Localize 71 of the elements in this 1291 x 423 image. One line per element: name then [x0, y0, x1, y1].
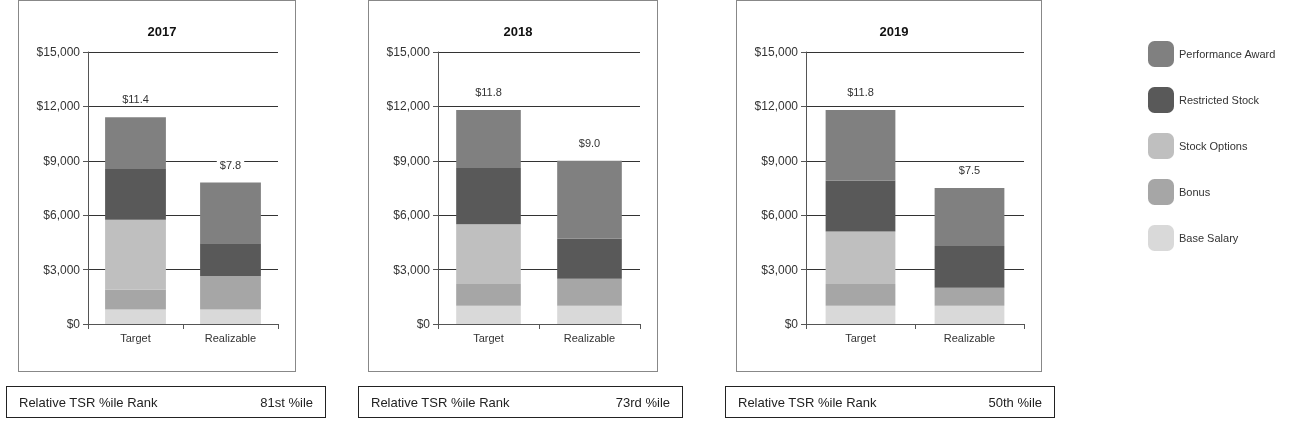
- bar: [456, 224, 521, 285]
- y-tick-label: $15,000: [386, 45, 431, 59]
- bar: [105, 309, 166, 324]
- annotation: $11.8: [475, 86, 502, 99]
- bar: [105, 168, 166, 220]
- annotation: $7.5: [958, 164, 981, 176]
- legend-label: Bonus: [1178, 186, 1211, 198]
- text: Relative TSR %ile Rank: [371, 394, 510, 410]
- y-tick-label: $15,000: [754, 45, 799, 59]
- chart-title: 2018: [503, 24, 533, 39]
- legend-label: Stock Options: [1178, 140, 1248, 152]
- chart-title: 2019: [879, 24, 909, 39]
- annotation: $9.0: [578, 136, 601, 149]
- y-tick-label: $3,000: [43, 262, 81, 277]
- bar: [200, 275, 261, 310]
- text: 81st %ile: [260, 394, 313, 410]
- annotation: $11.4: [122, 93, 149, 106]
- bar: [825, 110, 896, 181]
- annotation: $11.8: [847, 86, 874, 99]
- y-tick-label: $6,000: [393, 208, 431, 223]
- y-tick-label: $6,000: [761, 208, 799, 223]
- bar: [934, 287, 1005, 306]
- x-tick-label: Realizable: [204, 331, 257, 344]
- bar: [557, 160, 622, 239]
- bar: [825, 180, 896, 232]
- bar: [557, 305, 622, 324]
- annotation: $7.8: [219, 158, 242, 171]
- bar: [105, 117, 166, 169]
- y-tick-label: $9,000: [43, 153, 81, 168]
- bar: [557, 278, 622, 306]
- text: 50th %ile: [988, 394, 1042, 410]
- legend-label: Restricted Stock: [1178, 94, 1260, 106]
- bar: [200, 182, 261, 244]
- x-tick-label: Target: [120, 331, 151, 344]
- legend-label: Performance Award: [1178, 48, 1276, 60]
- x-tick-label: Realizable: [563, 331, 616, 344]
- bar: [105, 289, 166, 310]
- text: 73rd %ile: [615, 394, 670, 410]
- bar: [934, 305, 1005, 324]
- y-tick-label: $0: [66, 317, 81, 331]
- bar: [934, 246, 1005, 288]
- bar: [934, 188, 1005, 247]
- y-tick-label: $9,000: [393, 153, 431, 168]
- y-tick-label: $6,000: [43, 208, 81, 223]
- bar: [456, 168, 521, 225]
- y-tick-label: $0: [784, 317, 799, 331]
- text: Relative TSR %ile Rank: [19, 394, 158, 410]
- y-tick-label: $15,000: [36, 45, 81, 59]
- bar: [105, 219, 166, 290]
- bar: [557, 238, 622, 279]
- legend-label: Base Salary: [1178, 232, 1239, 244]
- y-tick-label: $12,000: [386, 99, 431, 114]
- y-tick-label: $0: [416, 317, 431, 331]
- bar: [200, 309, 261, 324]
- bar: [456, 305, 521, 324]
- chart-title: 2017: [147, 24, 177, 39]
- bar: [456, 110, 521, 169]
- bar: [825, 284, 896, 306]
- y-tick-label: $9,000: [761, 153, 799, 168]
- bar: [825, 231, 896, 285]
- y-tick-label: $3,000: [761, 262, 799, 277]
- y-tick-label: $3,000: [393, 262, 431, 277]
- x-tick-label: Target: [845, 331, 876, 344]
- text: Relative TSR %ile Rank: [738, 394, 877, 410]
- bar: [456, 284, 521, 306]
- y-tick-label: $12,000: [754, 99, 799, 114]
- x-tick-label: Realizable: [943, 331, 996, 344]
- bar: [825, 305, 896, 324]
- bar: [200, 243, 261, 276]
- x-tick-label: Target: [473, 331, 504, 344]
- y-tick-label: $12,000: [36, 99, 81, 114]
